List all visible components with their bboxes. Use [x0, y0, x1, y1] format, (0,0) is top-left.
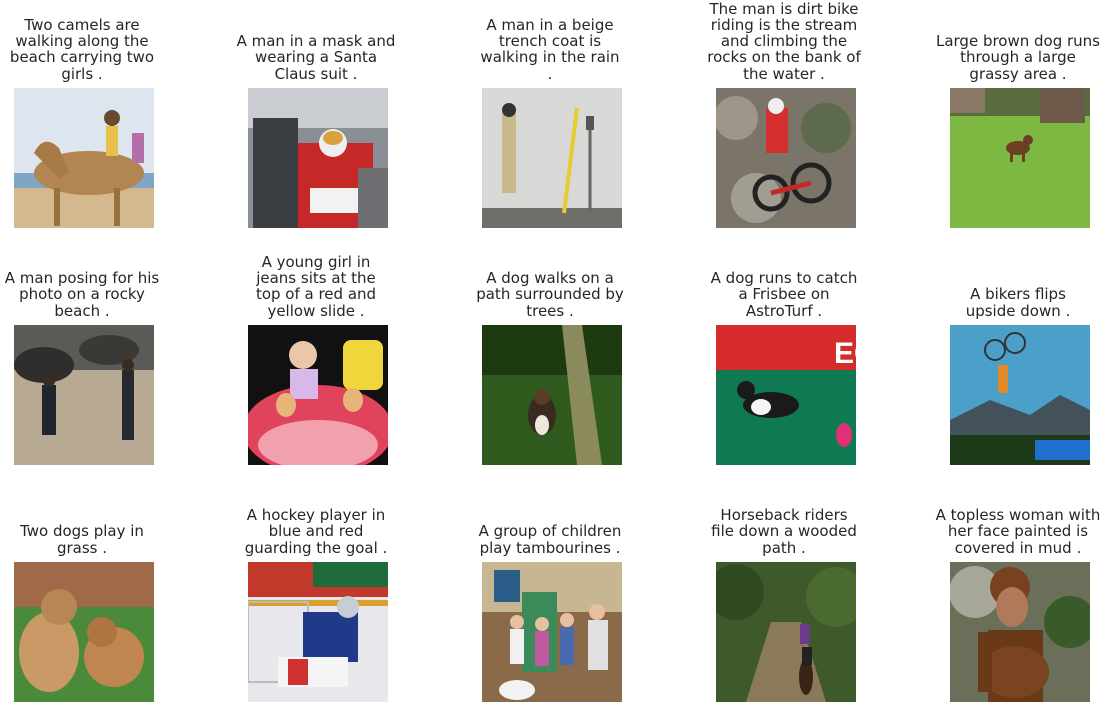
grid-cell-10: A bikers flips upside down . — [928, 286, 1103, 465]
caption-5: Large brown dog runs through a large gra… — [935, 32, 1101, 83]
grid-cell-13: A group of children play tambourines . — [460, 523, 640, 702]
photo-12 — [248, 562, 388, 702]
grid-cell-7: A young girl in jeans sits at the top of… — [226, 254, 406, 465]
grid-cell-9: A dog runs to catch a Frisbee on AstroTu… — [694, 270, 874, 465]
grid-cell-11: Two dogs play in grass . — [0, 523, 172, 702]
photo-14 — [716, 562, 856, 702]
photo-2 — [248, 88, 388, 228]
caption-3: A man in a beige trench coat is walking … — [480, 15, 620, 83]
grid-cell-5: Large brown dog runs through a large gra… — [928, 33, 1103, 228]
photo-4 — [716, 88, 856, 228]
photo-11 — [14, 562, 154, 702]
grid-cell-14: Horseback riders file down a wooded path… — [694, 507, 874, 702]
photo-15 — [950, 562, 1090, 702]
caption-2: A man in a mask and wearing a Santa Clau… — [236, 32, 396, 83]
caption-15: A topless woman with her face painted is… — [935, 506, 1101, 557]
caption-8: A dog walks on a path surrounded by tree… — [476, 269, 624, 320]
grid-cell-12: A hockey player in blue and red guarding… — [226, 507, 406, 702]
grid-cell-4: The man is dirt bike riding is the strea… — [694, 0, 874, 228]
grid-cell-2: A man in a mask and wearing a Santa Clau… — [226, 33, 406, 228]
grid-cell-6: A man posing for his photo on a rocky be… — [0, 270, 172, 465]
caption-13: A group of children play tambourines . — [478, 522, 622, 557]
grid-cell-3: A man in a beige trench coat is walking … — [460, 17, 640, 228]
photo-8 — [482, 325, 622, 465]
caption-10: A bikers flips upside down . — [965, 285, 1071, 320]
photo-3 — [482, 88, 622, 228]
frisbee-banner-text: EGIO — [834, 337, 856, 370]
photo-10 — [950, 325, 1090, 465]
caption-4: The man is dirt bike riding is the strea… — [707, 0, 861, 83]
photo-1 — [14, 88, 154, 228]
caption-6: A man posing for his photo on a rocky be… — [4, 269, 160, 320]
grid-cell-15: A topless woman with her face painted is… — [928, 507, 1103, 702]
grid-cell-1: Two camels are walking along the beach c… — [0, 17, 172, 228]
caption-7: A young girl in jeans sits at the top of… — [255, 252, 377, 320]
grid-cell-8: A dog walks on a path surrounded by tree… — [460, 270, 640, 465]
caption-14: Horseback riders file down a wooded path… — [711, 506, 857, 557]
photo-7 — [248, 325, 388, 465]
caption-9: A dog runs to catch a Frisbee on AstroTu… — [710, 269, 858, 320]
caption-11: Two dogs play in grass . — [20, 522, 144, 557]
caption-12: A hockey player in blue and red guarding… — [244, 506, 388, 557]
photo-13 — [482, 562, 622, 702]
photo-6 — [14, 325, 154, 465]
photo-9: EGIO — [716, 325, 856, 465]
caption-1: Two camels are walking along the beach c… — [9, 15, 155, 83]
photo-5 — [950, 88, 1090, 228]
